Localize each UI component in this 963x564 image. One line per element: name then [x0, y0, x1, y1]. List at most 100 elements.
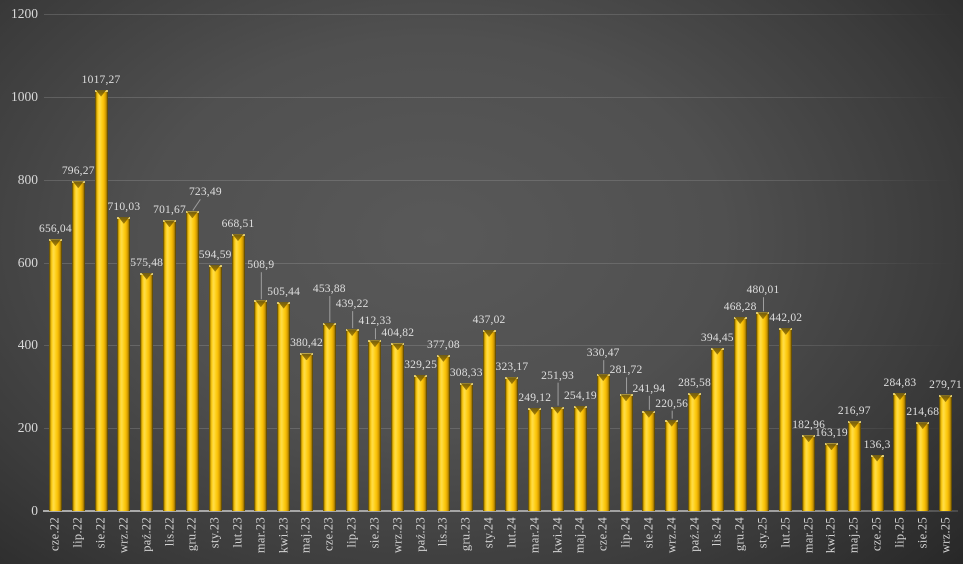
bar-value-label: 505,44 — [267, 285, 301, 298]
bar — [277, 301, 291, 511]
y-tick-label: 200 — [17, 420, 38, 436]
bar — [299, 353, 313, 511]
bar — [208, 264, 222, 511]
bar-value-label: 214,68 — [906, 406, 940, 419]
x-tick-label: sie.23 — [367, 517, 382, 549]
bar-cap — [573, 405, 587, 413]
bar-value-label: 437,02 — [472, 314, 506, 326]
x-tick-label: lip.24 — [618, 517, 633, 548]
x-tick-label: lip.22 — [70, 517, 85, 548]
bar — [459, 383, 473, 511]
bar — [231, 234, 245, 511]
bar-cap — [733, 317, 747, 324]
bar-cap — [208, 264, 222, 272]
x-tick-label: cze.24 — [595, 517, 610, 552]
bar — [254, 300, 268, 511]
x-tick-label: gru.23 — [458, 517, 473, 552]
bar — [916, 422, 930, 511]
x-tick-label: lis.23 — [435, 517, 450, 547]
bar-value-label: 480,01 — [746, 284, 780, 297]
bar — [551, 406, 565, 511]
bar-value-label: 279,71 — [929, 379, 962, 392]
bar — [733, 317, 747, 511]
bar — [163, 220, 177, 511]
x-tick-label: lis.24 — [709, 517, 724, 547]
bar-value-label: 796,27 — [61, 165, 95, 178]
bar — [665, 419, 679, 511]
x-tick-label: gru.22 — [184, 517, 199, 552]
bar — [779, 327, 793, 511]
bar-value-label: 323,17 — [495, 361, 529, 374]
bar — [322, 323, 336, 511]
x-tick-label: mar.24 — [527, 517, 542, 554]
bar-value-label: 220,56 — [655, 397, 689, 410]
bar — [71, 181, 85, 511]
x-tick-label: paź.23 — [413, 517, 428, 552]
x-tick-label: sty.24 — [481, 517, 496, 549]
x-tick-label: wrz.23 — [390, 517, 405, 554]
bar-cap — [528, 407, 542, 415]
x-tick-label: gru.24 — [732, 517, 747, 552]
bar-cap — [824, 443, 838, 450]
bar-value-label: 330,47 — [586, 347, 620, 360]
bar-value-label: 380,42 — [290, 337, 323, 350]
bar-value-label: 308,33 — [449, 367, 483, 380]
bar-cap — [345, 329, 359, 336]
bar — [436, 354, 450, 511]
bar — [756, 312, 770, 511]
x-tick-label: mar.23 — [253, 517, 268, 554]
x-tick-label: maj.25 — [846, 517, 861, 554]
bar-cap — [893, 393, 907, 400]
bar — [345, 329, 359, 511]
bar-value-label: 182,96 — [792, 419, 826, 432]
x-tick-label: cze.25 — [869, 517, 884, 552]
x-tick-label: cze.23 — [321, 517, 336, 552]
bar — [140, 272, 154, 511]
x-tick-label: sie.25 — [915, 517, 930, 549]
bar — [939, 395, 953, 511]
x-tick-label: lis.22 — [162, 517, 177, 547]
bar — [391, 343, 405, 511]
bar-cap — [756, 312, 770, 319]
bar-cap — [322, 323, 336, 330]
bar-cap — [619, 394, 633, 401]
bar-value-label: 453,88 — [312, 283, 346, 296]
bar-value-label: 468,28 — [723, 301, 757, 314]
bar — [824, 443, 838, 511]
bar-cap — [368, 340, 382, 347]
bar-cap — [94, 89, 108, 97]
bar-cap — [779, 327, 793, 335]
x-tick-label: kwi.23 — [276, 517, 291, 554]
x-tick-label: paź.22 — [139, 517, 154, 552]
bar-value-label: 163,19 — [815, 427, 848, 440]
x-tick-label: wrz.22 — [116, 517, 131, 554]
bar-cap — [277, 301, 291, 309]
x-axis-line — [43, 510, 958, 512]
y-tick-label: 800 — [17, 171, 38, 187]
bar-cap — [665, 419, 679, 427]
bar-cap — [847, 421, 861, 428]
bar — [596, 374, 610, 511]
x-tick-label: lut.25 — [778, 517, 793, 548]
x-tick-label: sie.24 — [641, 517, 656, 549]
bar — [847, 421, 861, 511]
bar — [48, 239, 62, 511]
bar-cap — [391, 343, 405, 350]
bar — [482, 330, 496, 511]
x-tick-label: wrz.25 — [938, 517, 953, 554]
x-tick-label: maj.24 — [572, 517, 587, 554]
y-tick-label: 400 — [17, 337, 38, 353]
bar-value-label: 329,25 — [404, 358, 438, 371]
bar-value-label: 723,49 — [188, 186, 222, 199]
bar-cap — [231, 234, 245, 241]
bar — [368, 340, 382, 511]
gridline — [44, 262, 957, 264]
x-tick-label: sty.23 — [207, 517, 222, 549]
bar-cap — [710, 347, 724, 355]
gridline — [44, 96, 957, 98]
bar — [870, 454, 884, 511]
bar — [619, 394, 633, 511]
x-tick-label: cze.22 — [47, 517, 62, 552]
x-tick-label: lip.25 — [892, 517, 907, 548]
